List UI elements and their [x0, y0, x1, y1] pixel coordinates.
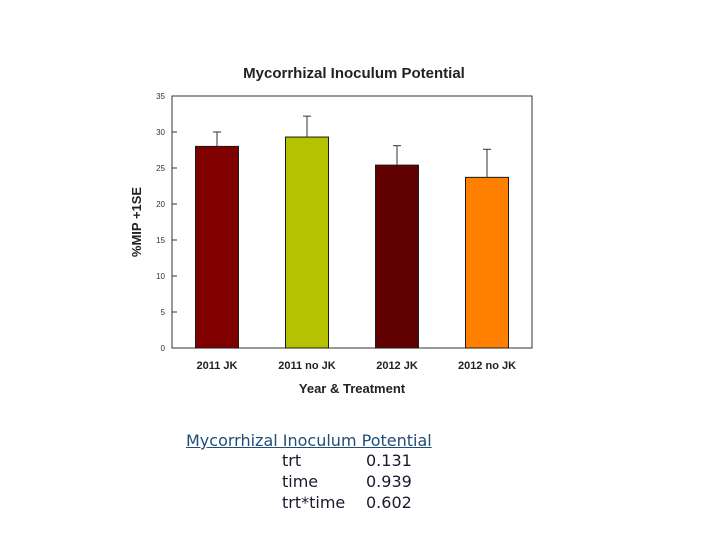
stats-row: trt 0.131 [186, 450, 506, 471]
y-tick-label: 10 [156, 272, 165, 281]
bar-chart: Mycorrhizal Inoculum Potential %MIP +1SE… [129, 65, 533, 396]
stats-block: Mycorrhizal Inoculum Potential trt 0.131… [186, 431, 506, 513]
y-tick-label: 25 [156, 164, 165, 173]
bar [195, 145, 239, 349]
y-tick-label: 20 [156, 200, 165, 209]
stats-p-value: 0.131 [366, 451, 412, 470]
y-tick-label: 0 [161, 344, 166, 353]
bar [465, 176, 509, 349]
y-axis-title: %MIP +1SE [129, 187, 144, 258]
x-tick-label: 2012 no JK [458, 360, 516, 372]
y-tick-label: 30 [156, 128, 165, 137]
stats-p-value: 0.602 [366, 493, 412, 512]
plot-frame [171, 95, 533, 349]
category-labels: 2011 JK 2011 no JK 2012 JK 2012 no JK [197, 360, 517, 372]
chart-title: Mycorrhizal Inoculum Potential [243, 65, 465, 82]
x-axis-title: Year & Treatment [299, 381, 406, 396]
x-tick-label: 2011 no JK [278, 360, 336, 372]
stats-term: time [282, 472, 319, 491]
y-tick-label: 35 [156, 92, 165, 101]
bar [375, 164, 419, 349]
stats-term: trt [282, 451, 302, 470]
x-tick-label: 2011 JK [197, 360, 238, 372]
x-tick-label: 2012 JK [376, 360, 418, 372]
stats-row: trt*time 0.602 [186, 492, 506, 513]
stats-row: time 0.939 [186, 471, 506, 492]
bar [285, 136, 329, 349]
y-axis-ticks: 0 5 10 15 20 25 30 35 [156, 92, 177, 353]
stats-p-value: 0.939 [366, 472, 412, 491]
stats-term: trt*time [282, 493, 346, 512]
stats-title: Mycorrhizal Inoculum Potential [186, 431, 432, 450]
y-tick-label: 5 [161, 308, 166, 317]
y-tick-label: 15 [156, 236, 165, 245]
bars [195, 115, 509, 349]
